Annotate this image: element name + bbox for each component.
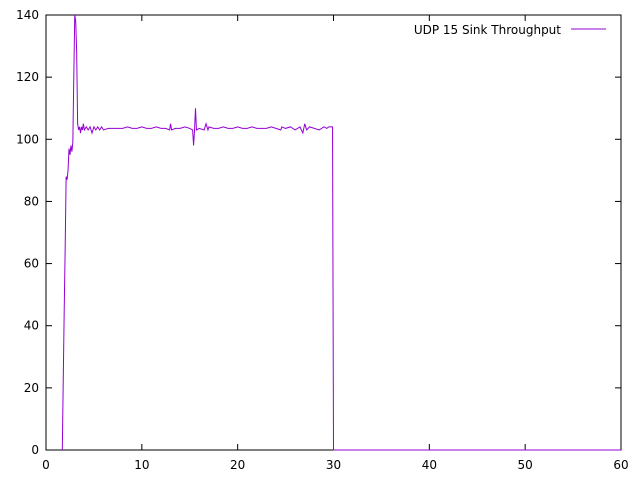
legend-label: UDP 15 Sink Throughput — [414, 23, 561, 37]
y-tick-label-120: 120 — [16, 70, 39, 84]
y-tick-label-140: 140 — [16, 8, 39, 22]
x-tick-label-40: 40 — [422, 458, 437, 472]
x-tick-label-30: 30 — [326, 458, 341, 472]
x-tick-label-0: 0 — [42, 458, 50, 472]
axis-tick-labels: 0 10 20 30 40 50 60 0 20 40 60 80 100 120 140 — [16, 8, 629, 472]
axis-ticks — [45, 14, 622, 451]
y-tick-label-100: 100 — [16, 132, 39, 146]
x-tick-label-50: 50 — [518, 458, 533, 472]
x-tick-label-10: 10 — [134, 458, 149, 472]
y-tick-label-60: 60 — [24, 257, 39, 271]
series-line-udp-15-sink-throughput — [61, 14, 621, 451]
x-tick-label-60: 60 — [613, 458, 628, 472]
x-tick-label-20: 20 — [230, 458, 245, 472]
y-tick-label-40: 40 — [24, 319, 39, 333]
legend: UDP 15 Sink Throughput — [414, 23, 606, 37]
y-tick-label-0: 0 — [31, 443, 39, 457]
y-tick-label-80: 80 — [24, 194, 39, 208]
y-tick-label-20: 20 — [24, 381, 39, 395]
